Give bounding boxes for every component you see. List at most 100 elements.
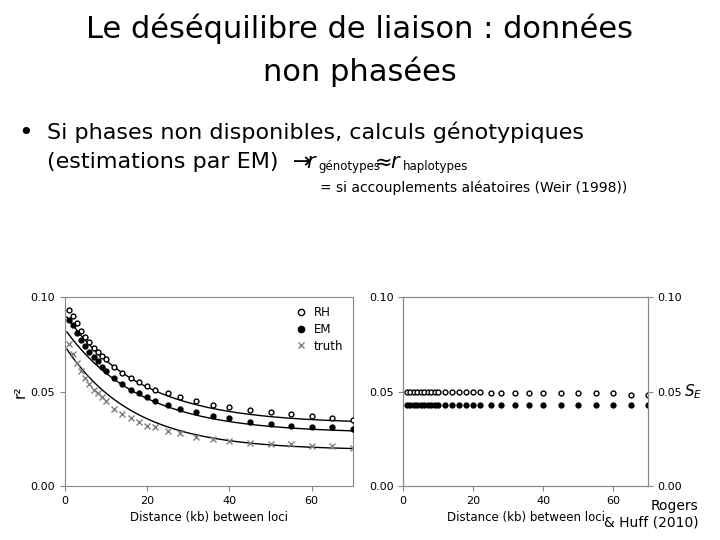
truth — [348, 445, 357, 451]
EM — [77, 337, 86, 344]
truth — [246, 440, 254, 446]
truth — [81, 375, 90, 381]
EM — [68, 322, 77, 328]
truth — [266, 441, 275, 448]
EM — [73, 329, 81, 336]
RH — [126, 375, 135, 381]
EM — [151, 397, 160, 404]
Text: = si accouplements aléatoires (Weir (1998)): = si accouplements aléatoires (Weir (199… — [320, 181, 628, 195]
RH — [225, 403, 234, 410]
RH — [94, 349, 102, 355]
EM — [328, 424, 336, 431]
truth — [143, 422, 151, 429]
truth — [209, 435, 217, 442]
RH — [192, 397, 201, 404]
RH — [110, 364, 119, 370]
RH — [118, 369, 127, 376]
Text: Rogers
& Huff (2010): Rogers & Huff (2010) — [604, 499, 698, 529]
truth — [287, 441, 295, 448]
RH — [85, 339, 94, 346]
Line: truth: truth — [66, 341, 356, 451]
EM — [85, 349, 94, 355]
Text: •: • — [18, 122, 32, 145]
truth — [163, 428, 172, 434]
RH — [135, 379, 143, 386]
EM — [89, 354, 98, 361]
RH — [97, 352, 106, 359]
Y-axis label: r²: r² — [13, 385, 27, 398]
RH — [266, 409, 275, 416]
EM — [143, 394, 151, 401]
RH — [73, 320, 81, 327]
Line: EM: EM — [66, 317, 355, 432]
truth — [94, 390, 102, 396]
truth — [97, 394, 106, 401]
RH — [209, 402, 217, 408]
RH — [68, 313, 77, 319]
EM — [97, 364, 106, 370]
RH — [246, 407, 254, 414]
EM — [266, 420, 275, 427]
RH — [102, 356, 110, 363]
EM — [135, 390, 143, 396]
truth — [118, 411, 127, 417]
EM — [287, 422, 295, 429]
RH — [151, 387, 160, 393]
RH — [328, 415, 336, 421]
RH — [348, 417, 357, 423]
EM — [65, 316, 73, 323]
Text: ≈: ≈ — [374, 152, 392, 172]
RH — [287, 411, 295, 417]
EM — [126, 387, 135, 393]
Text: non phasées: non phasées — [263, 57, 457, 87]
truth — [307, 443, 316, 449]
RH — [163, 390, 172, 396]
Text: (estimations par EM)  →: (estimations par EM) → — [47, 152, 311, 172]
truth — [135, 418, 143, 425]
truth — [176, 430, 184, 436]
truth — [85, 381, 94, 387]
truth — [225, 437, 234, 444]
EM — [209, 413, 217, 419]
EM — [348, 426, 357, 433]
truth — [328, 443, 336, 449]
EM — [110, 375, 119, 381]
RH — [81, 334, 90, 340]
RH — [176, 394, 184, 401]
Text: r: r — [306, 152, 315, 172]
EM — [225, 415, 234, 421]
EM — [94, 358, 102, 365]
truth — [77, 368, 86, 374]
Line: RH: RH — [66, 308, 355, 422]
truth — [151, 424, 160, 431]
Legend: RH, EM, truth: RH, EM, truth — [290, 303, 347, 356]
EM — [176, 405, 184, 411]
truth — [73, 360, 81, 366]
Text: génotypes: génotypes — [318, 160, 380, 173]
Text: Si phases non disponibles, calculs génotypiques: Si phases non disponibles, calculs génot… — [47, 122, 584, 143]
truth — [102, 397, 110, 404]
EM — [307, 424, 316, 431]
EM — [102, 368, 110, 374]
RH — [65, 307, 73, 313]
EM — [163, 402, 172, 408]
Text: haplotypes: haplotypes — [402, 160, 468, 173]
EM — [81, 343, 90, 349]
X-axis label: Distance (kb) between loci: Distance (kb) between loci — [130, 511, 288, 524]
truth — [65, 341, 73, 348]
RH — [307, 413, 316, 419]
EM — [118, 381, 127, 387]
RH — [89, 345, 98, 352]
truth — [192, 434, 201, 440]
Y-axis label: $S_E$: $S_E$ — [684, 382, 703, 401]
truth — [89, 387, 98, 393]
truth — [68, 350, 77, 357]
EM — [192, 409, 201, 416]
truth — [110, 405, 119, 411]
RH — [143, 382, 151, 389]
Text: Le déséquilibre de liaison : données: Le déséquilibre de liaison : données — [86, 14, 634, 44]
EM — [246, 418, 254, 425]
X-axis label: Distance (kb) between loci: Distance (kb) between loci — [446, 511, 605, 524]
truth — [126, 415, 135, 421]
Text: r: r — [390, 152, 399, 172]
